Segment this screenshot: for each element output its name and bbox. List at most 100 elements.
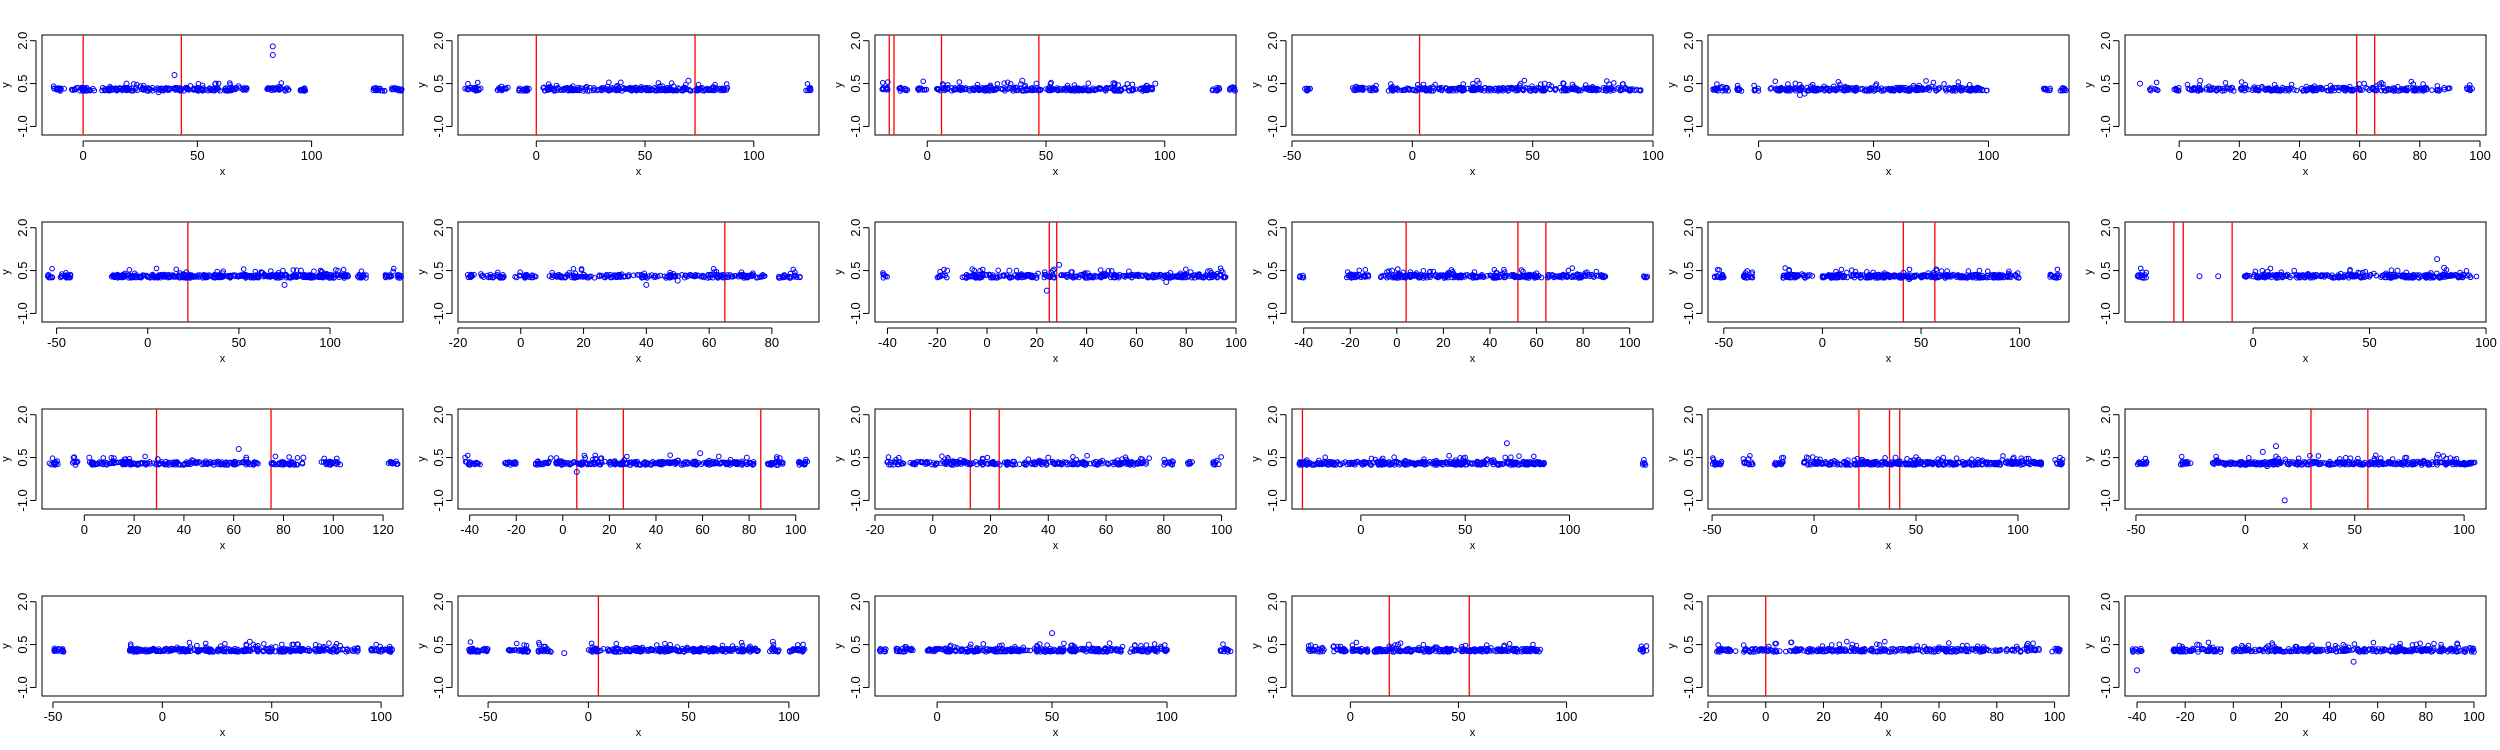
x-tick-label: -20 [449,335,468,350]
data-point [253,460,260,466]
data-point [1086,87,1093,94]
x-tick-label: 60 [1529,335,1543,350]
data-point [1414,273,1420,279]
x-tick-label: 80 [742,522,756,537]
data-point [984,87,991,94]
data-point [187,83,194,89]
data-point [2398,272,2404,279]
data-point [1130,272,1137,278]
x-tick-label: 50 [232,335,246,350]
data-point [1073,273,1080,280]
data-point [2282,272,2289,279]
plot-frame [874,34,1237,136]
data-point [2466,86,2473,92]
data-point [2359,87,2365,93]
data-point [522,274,529,280]
data-point [270,461,277,467]
data-point [1599,273,1605,279]
data-point [173,460,180,466]
x-axis-label: x [1886,166,1892,178]
data-point [2369,84,2376,91]
data-point [969,272,976,279]
data-point [1069,87,1075,93]
data-point [1837,272,1844,278]
data-point [2337,270,2344,277]
data-point [120,273,126,279]
data-point [1839,85,1845,91]
y-tick-label: 2.0 [431,406,446,424]
data-point [1982,274,1989,280]
data-point [100,461,106,468]
data-point [881,272,888,278]
y-tick-label: -1.0 [848,302,863,324]
data-point [2245,86,2251,93]
data-point [494,272,501,278]
data-point [2175,88,2182,94]
data-point [1846,84,1852,91]
data-point [129,460,136,466]
data-point [941,266,947,273]
data-point [1964,272,1970,278]
x-tick-label: -40 [1294,335,1313,350]
data-point [1006,275,1013,281]
data-point [1520,87,1527,94]
data-point [582,273,589,279]
data-point [1051,275,1057,281]
scatter-panel-8: -20 0 20 40 60 80x-1.00.52.0y [416,219,820,365]
data-point [1144,83,1151,89]
data-point [1854,273,1861,279]
data-point [570,266,577,272]
data-point [1994,274,2001,281]
data-point [1300,274,1307,281]
data-point [1547,86,1553,92]
data-point [1230,87,1237,93]
data-point [1577,274,1583,281]
outlier-point [1163,279,1170,285]
data-point [2006,268,2012,275]
data-point [970,86,977,93]
point-cloud [880,265,1229,281]
data-point [1359,86,1365,92]
data-point [290,267,297,273]
data-point [333,459,340,465]
data-point [268,85,275,91]
data-point [1464,272,1471,278]
x-tick-label: 60 [702,335,716,350]
data-point [2404,273,2411,279]
data-point [1972,85,1979,92]
data-point [1565,267,1572,274]
data-point [1129,81,1136,88]
point-cloud [1710,78,2069,94]
x-axis-label: x [1886,353,1892,365]
data-point [1945,86,1952,93]
data-point [1004,79,1011,86]
data-point [335,267,341,274]
data-point [2307,84,2314,91]
data-point [1959,85,1965,91]
outlier-point [2215,273,2222,280]
data-point [1863,86,1869,92]
data-point [1807,272,1813,278]
x-tick-label: 0 [533,148,540,163]
plot-frame [2124,221,2487,323]
data-point [583,84,590,90]
x-tick-label: 0 [1819,335,1826,350]
data-point [546,273,553,279]
plot-frame [41,221,404,323]
data-point [2386,272,2393,278]
data-point [311,268,317,274]
data-point [2318,273,2325,279]
data-point [1553,273,1560,280]
y-axis-label: y [1250,269,1262,275]
y-axis-label: y [833,269,845,275]
data-point [1304,87,1311,94]
data-point [237,85,243,91]
x-tick-label: 0 [2176,148,2183,163]
data-point [1562,85,1569,92]
data-point [990,274,996,281]
x-axis-label: x [1470,353,1476,365]
data-point [1996,274,2002,281]
outlier-point [1389,267,1396,274]
data-point [2359,269,2366,276]
